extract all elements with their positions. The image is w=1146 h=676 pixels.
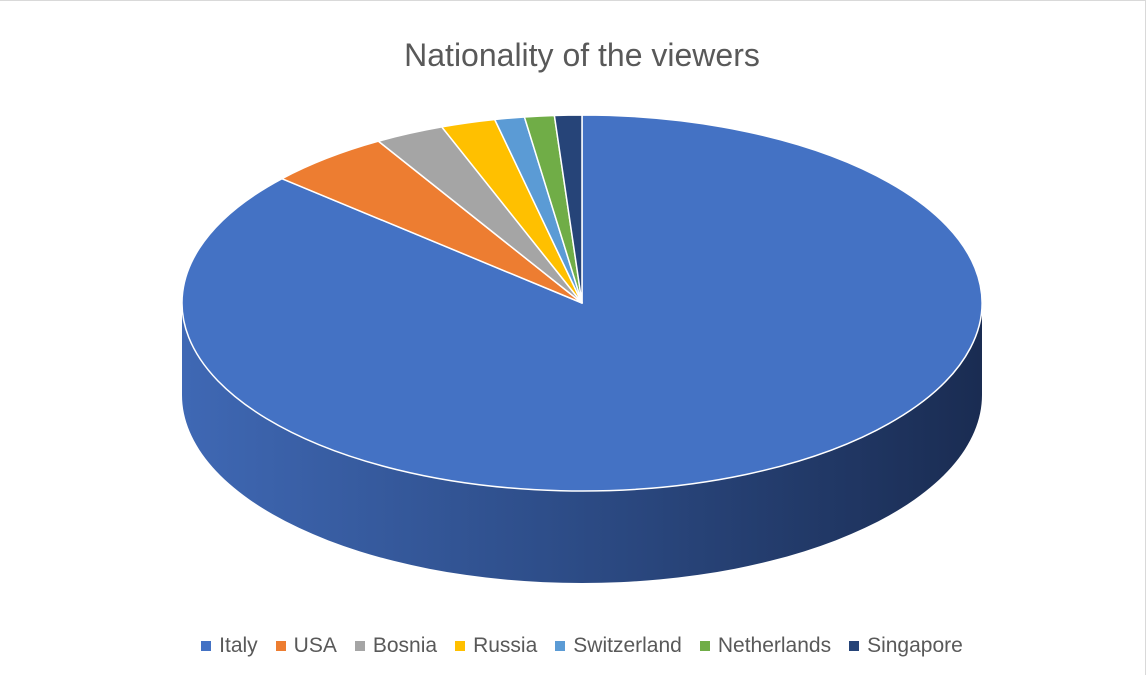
- legend-swatch: [275, 641, 286, 651]
- pie-side-wall: [182, 303, 982, 583]
- pie-top: [181, 114, 983, 492]
- pie-side: [182, 303, 982, 583]
- legend-swatch: [201, 641, 212, 651]
- legend-label: Singapore: [867, 634, 963, 657]
- legend-label: Bosnia: [372, 634, 438, 657]
- legend-item-russia: Russia: [455, 634, 537, 658]
- legend-item-usa: USA: [275, 634, 337, 658]
- legend-label: Russia: [473, 634, 538, 657]
- legend-item-bosnia: Bosnia: [354, 634, 438, 658]
- legend: Italy USA Bosnia Russia Switzerland Netherlan…: [0, 634, 1146, 658]
- pie-slice-singapore: [553, 114, 583, 304]
- chart-title: Nationality of the viewers: [404, 37, 760, 73]
- legend-swatch: [555, 641, 566, 651]
- legend-item-netherlands: Netherlands: [699, 634, 832, 658]
- legend-label: Italy: [219, 634, 258, 657]
- legend-swatch: [699, 641, 710, 651]
- legend-swatch: [455, 641, 466, 651]
- legend-item-switzerland: Switzerland: [555, 634, 682, 658]
- legend-swatch: [354, 641, 365, 651]
- legend-swatch: [849, 641, 860, 651]
- legend-label: USA: [293, 634, 337, 657]
- legend-label: Switzerland: [573, 634, 682, 657]
- legend-item-singapore: Singapore: [849, 634, 963, 658]
- legend-label: Netherlands: [717, 634, 832, 657]
- legend-item-italy: Italy: [201, 634, 258, 658]
